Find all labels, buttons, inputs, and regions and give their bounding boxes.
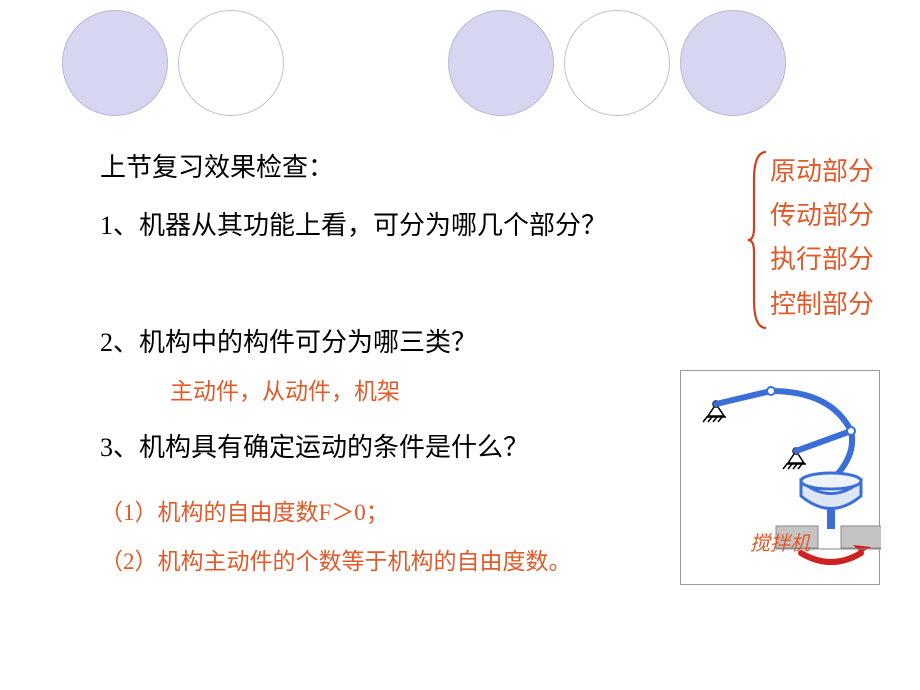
circle-5: [680, 10, 786, 116]
question-3-answer-2: （2）机构主动件的个数等于机构的自由度数。: [100, 545, 580, 580]
decorative-circles-row: [0, 10, 920, 120]
q1-answer-2: 传动部分: [770, 194, 920, 238]
mixer-label: 搅拌机: [681, 527, 879, 556]
q1-answer-3: 执行部分: [770, 238, 920, 282]
question-2: 2、机构中的构件可分为哪三类？: [100, 325, 870, 361]
circle-2: [178, 10, 284, 116]
q1-answer-1: 原动部分: [770, 150, 920, 194]
mixer-diagram: 搅拌机: [680, 370, 880, 585]
circle-1: [62, 10, 168, 116]
circle-3: [448, 10, 554, 116]
question-1-answers: 原动部分 传动部分 执行部分 控制部分: [770, 150, 920, 327]
brace-icon: [746, 150, 770, 330]
circle-4: [564, 10, 670, 116]
q1-answer-4: 控制部分: [770, 283, 920, 327]
question-3-answer-1: （1）机构的自由度数F＞0；: [100, 496, 580, 531]
